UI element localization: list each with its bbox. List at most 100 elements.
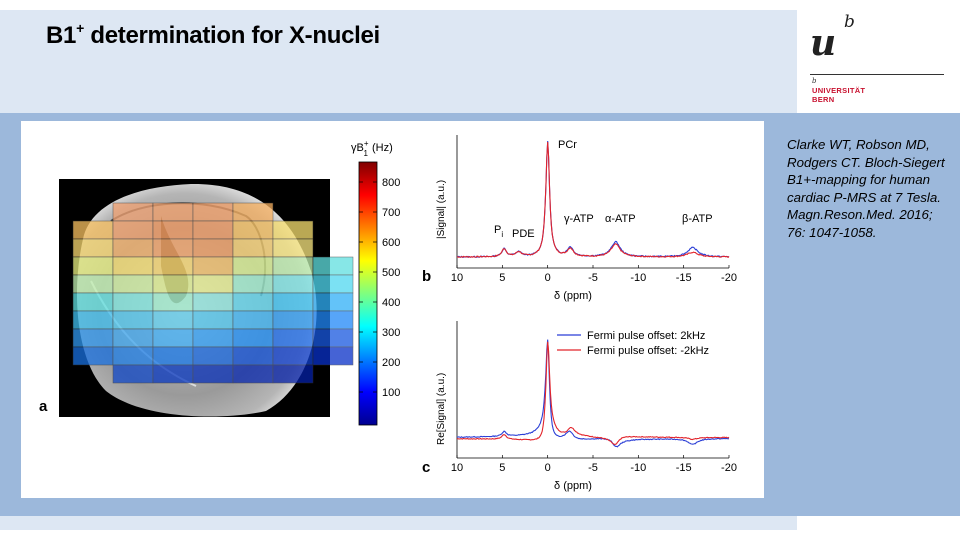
title-band: [0, 10, 797, 113]
logo-b: b: [844, 12, 855, 32]
colorbar-tick-label: 500: [382, 267, 400, 279]
b1-cell: [232, 238, 274, 258]
x-tick-label: -20: [721, 462, 737, 474]
colorbar-tick-label: 400: [382, 297, 400, 309]
x-tick-label: -10: [630, 272, 646, 284]
colorbar-tick-label: 800: [382, 177, 400, 189]
xlabel-b: δ (ppm): [554, 290, 592, 302]
panel-label-c: c: [422, 459, 430, 476]
legend-blue: Fermi pulse offset: 2kHz: [587, 330, 705, 342]
b1-cell: [72, 292, 114, 312]
series-c-minus2khz: [457, 341, 730, 445]
legend-red: Fermi pulse offset: -2kHz: [587, 345, 709, 357]
b1-cell: [272, 310, 314, 330]
x-tick-label: 0: [545, 272, 551, 284]
spectrum-c: 10 5 0 -5 -10 -15 -20 Re[Signal] (a.u.) δ (ppm…: [422, 321, 737, 492]
b1-cell: [312, 346, 354, 366]
b1-cell: [272, 238, 314, 258]
b1-cell: [112, 220, 154, 240]
b1-cell: [192, 292, 234, 312]
citation: Clarke WT, Robson MD, Rodgers CT. Bloch-…: [787, 137, 945, 240]
b1-cell: [72, 328, 114, 348]
b1-cell: [272, 328, 314, 348]
b1-cell: [232, 346, 274, 366]
panel-label-a: a: [39, 398, 48, 415]
b1-cell: [272, 274, 314, 294]
b1-cell: [192, 328, 234, 348]
peak-alpha-atp: α-ATP: [605, 213, 636, 225]
b1-cell: [72, 310, 114, 330]
logo-divider: [810, 74, 944, 75]
slide-title: B1+ determination for X-nuclei: [46, 20, 380, 49]
b1-cell: [72, 238, 114, 258]
colorbar-tick-label: 300: [382, 327, 400, 339]
b1-cell: [72, 346, 114, 366]
colorbar-tick-label: 100: [382, 387, 400, 399]
b1-cell: [152, 274, 194, 294]
x-tick-label: -5: [588, 272, 598, 284]
b1-cell: [152, 346, 194, 366]
peak-gamma-atp: γ-ATP: [564, 213, 594, 225]
figure-panel: a γB+ 1 (Hz) 800 700 600 500 400 300 200 100 10 5 0…: [21, 121, 764, 498]
b1-cell: [232, 310, 274, 330]
colorbar-tick-label: 700: [382, 207, 400, 219]
b1-cell: [152, 238, 194, 258]
x-tick-label: -15: [676, 272, 692, 284]
b1-cell: [232, 328, 274, 348]
b1-cell: [152, 364, 194, 384]
b1-cell: [192, 256, 234, 276]
colorbar-tick-label: 200: [382, 357, 400, 369]
x-tick-label: -15: [676, 462, 692, 474]
b1-cell: [72, 256, 114, 276]
b1-cell: [152, 256, 194, 276]
b1-cell: [192, 202, 234, 222]
b1-cell: [112, 238, 154, 258]
x-tick-label: -5: [588, 462, 598, 474]
b1-cell: [112, 310, 154, 330]
b1-cell: [192, 274, 234, 294]
b1-cell: [192, 346, 234, 366]
logo-u: u: [810, 22, 837, 64]
ylabel-b: |Signal| (a.u.): [436, 180, 447, 239]
b1-cell: [72, 220, 114, 240]
b1-cell: [272, 292, 314, 312]
b1-cell: [232, 220, 274, 240]
colorbar-tick-label: 600: [382, 237, 400, 249]
ylabel-c: Re[Signal] (a.u.): [436, 373, 447, 445]
b1-cell: [192, 238, 234, 258]
b1-cell: [232, 274, 274, 294]
b1-cell: [152, 202, 194, 222]
series-c-2khz: [456, 339, 730, 448]
logo-text: UNIVERSITÄT BERN: [812, 86, 866, 104]
logo-small-b: b: [812, 77, 817, 85]
b1-cell: [272, 346, 314, 366]
series-b-2khz: [456, 140, 730, 259]
peak-pcr: PCr: [558, 139, 577, 151]
peak-pde: PDE: [512, 228, 535, 240]
b1-cell: [232, 292, 274, 312]
b1-map-overlay: [72, 202, 354, 384]
spectrum-b: 10 5 0 -5 -10 -15 -20 |Signal| (a.u.) δ (ppm) …: [422, 135, 737, 302]
x-tick-label: 0: [545, 462, 551, 474]
b1-cell: [232, 364, 274, 384]
x-tick-label: 5: [499, 272, 505, 284]
panel-label-b: b: [422, 268, 431, 285]
x-tick-label: -20: [721, 272, 737, 284]
b1-cell: [232, 256, 274, 276]
b1-cell: [152, 310, 194, 330]
footer-band: [0, 516, 797, 530]
b1-cell: [152, 220, 194, 240]
x-tick-label: 10: [451, 462, 463, 474]
b1-cell: [312, 328, 354, 348]
b1-cell: [232, 202, 274, 222]
b1-cell: [112, 274, 154, 294]
university-logo: u b b UNIVERSITÄT BERN: [806, 8, 946, 108]
b1-cell: [112, 292, 154, 312]
b1-cell: [192, 310, 234, 330]
peak-pi: Pi: [494, 224, 503, 239]
b1-cell: [272, 256, 314, 276]
legend: Fermi pulse offset: 2kHz Fermi pulse off…: [557, 330, 709, 357]
b1-cell: [312, 256, 354, 276]
b1-cell: [112, 202, 154, 222]
x-tick-label: 5: [499, 462, 505, 474]
